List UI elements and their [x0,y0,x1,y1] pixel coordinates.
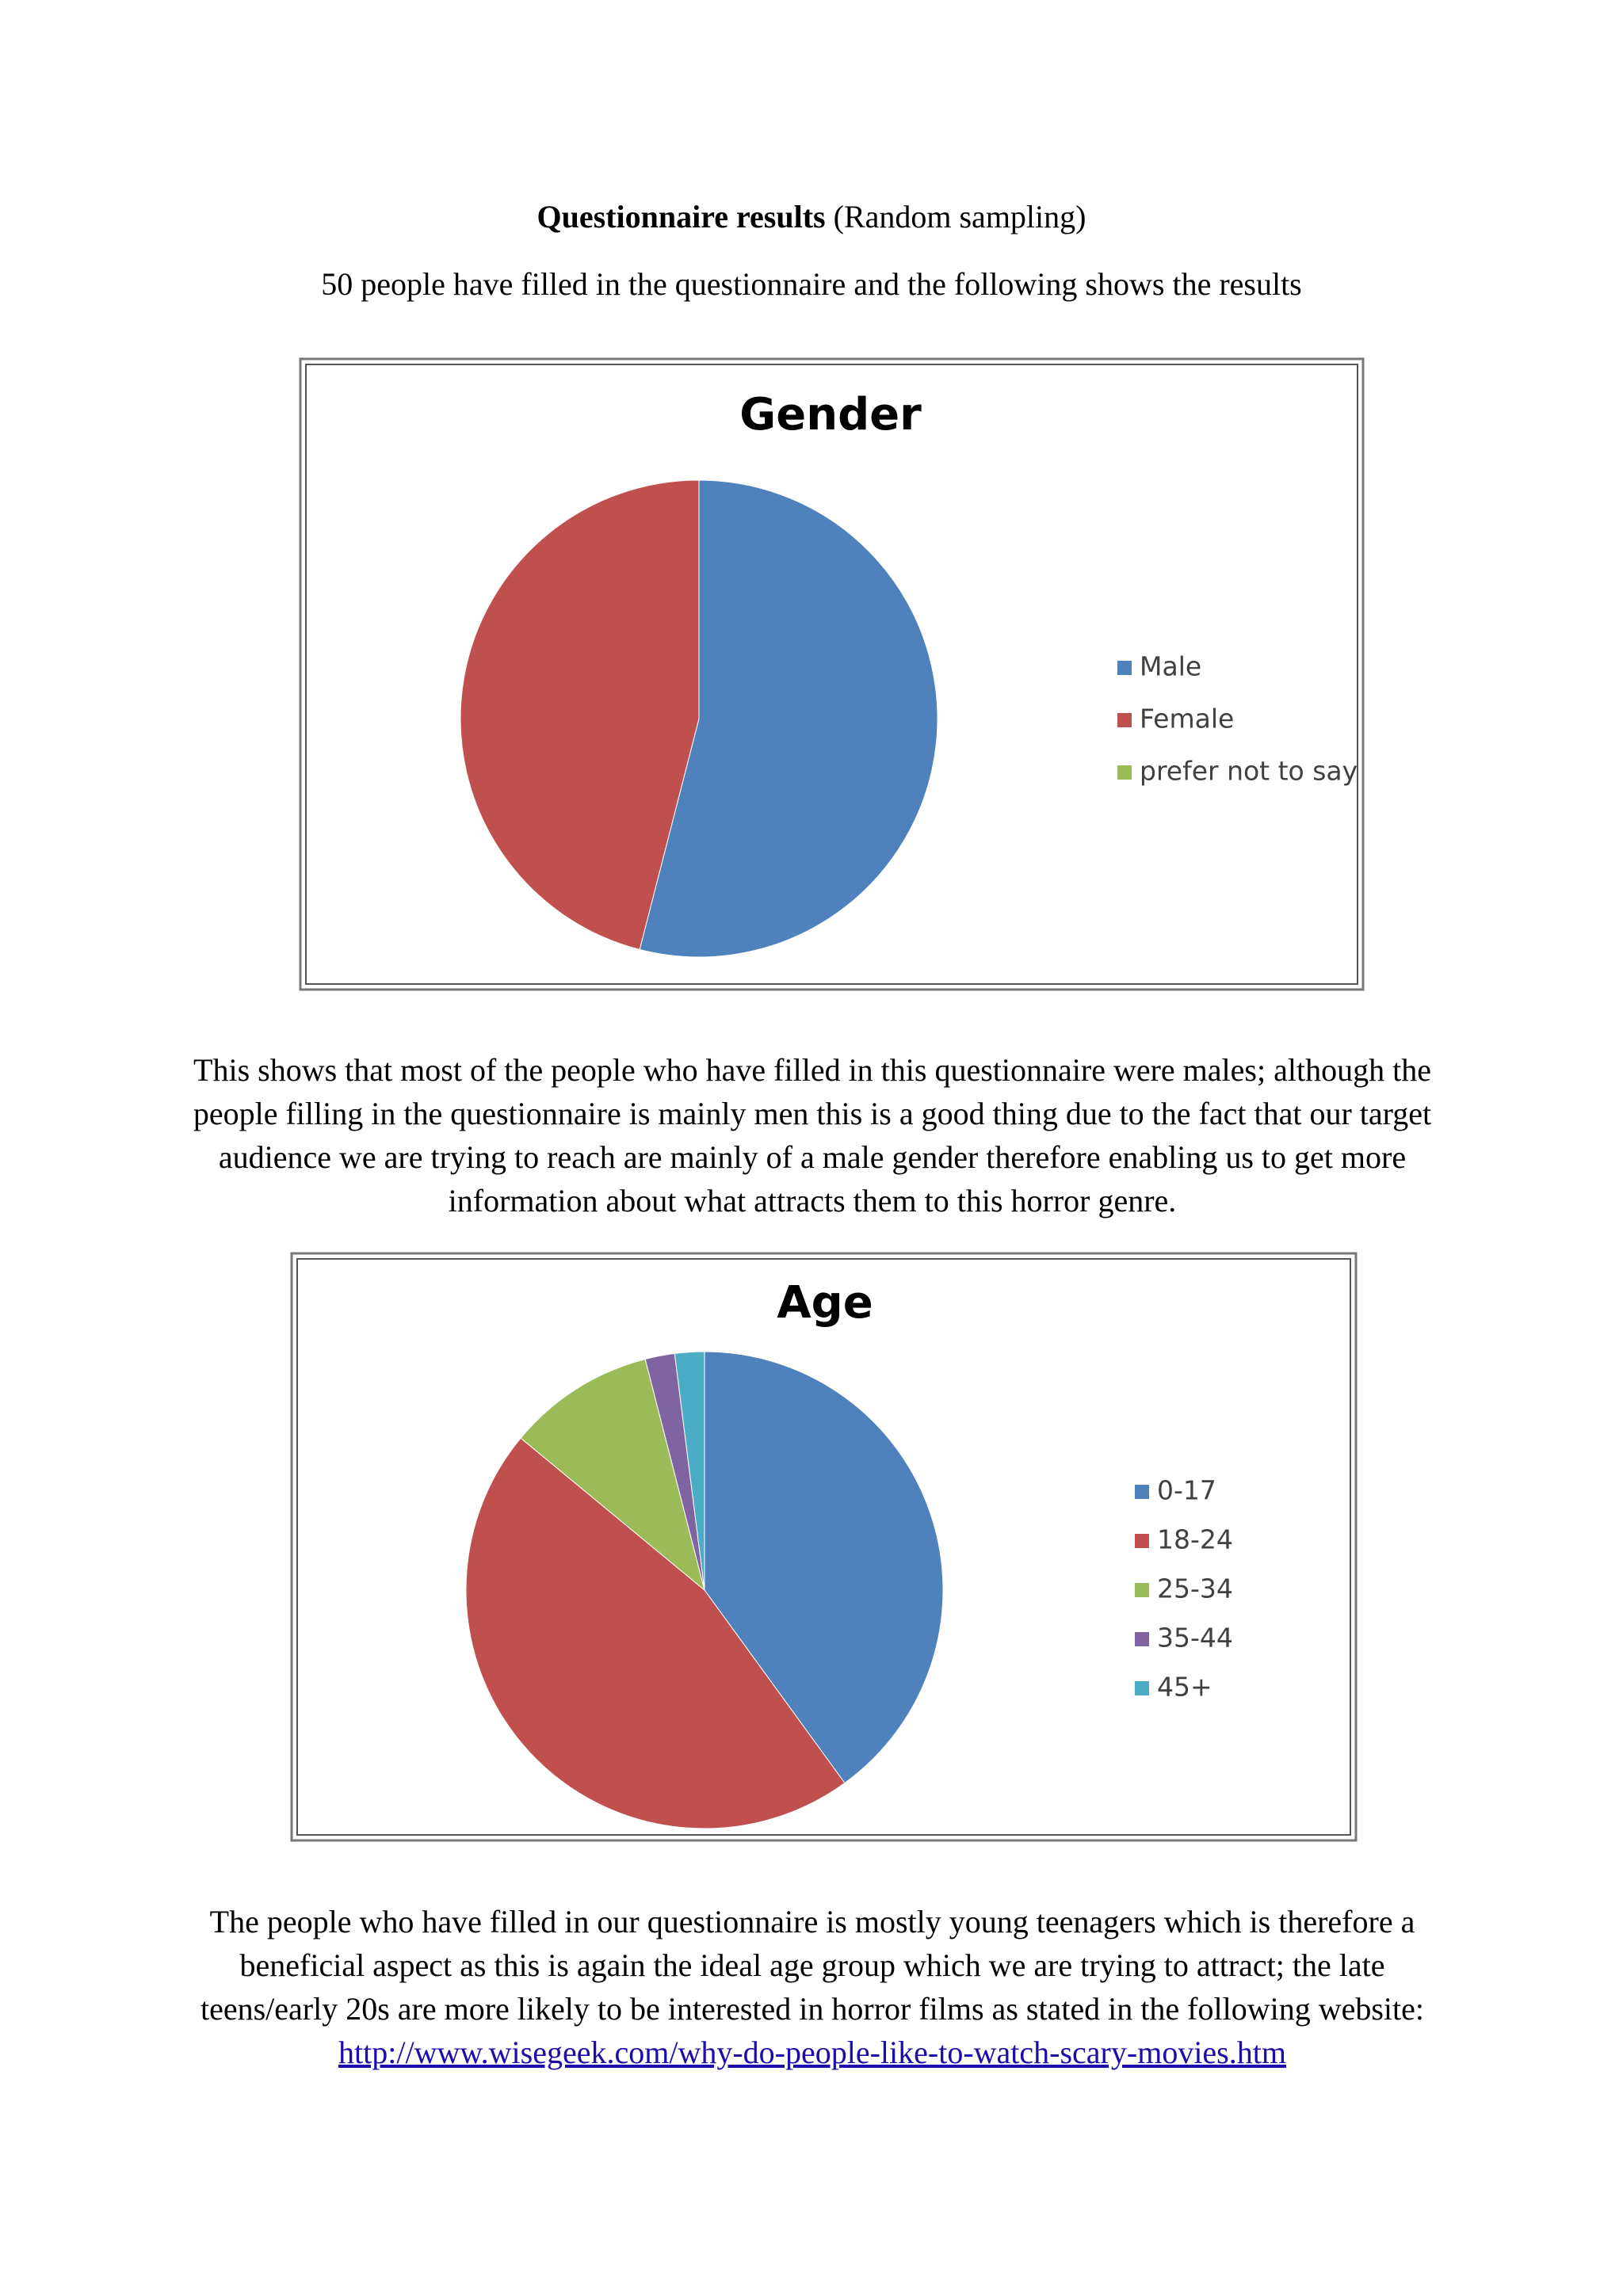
age-chart: Age 0-17 18-24 25-34 35-44 45+ [290,1252,1358,1842]
legend-swatch [1117,713,1132,727]
pie-slice [465,1437,846,1829]
link[interactable]: http://www.wisegeek.com/why-do-people-li… [338,2035,1286,2070]
frame-inner [296,1258,1351,1836]
legend-swatch [1135,1632,1149,1646]
legend-label: 18-24 [1157,1524,1233,1555]
legend-swatch [1135,1681,1149,1695]
intro: 50 people have filled in the questionnai… [321,266,1302,302]
legend-swatch [1135,1583,1149,1597]
pie-slice [520,1358,705,1592]
legend-label: 0-17 [1157,1475,1216,1506]
gender-chart: Gender Male Female prefer not to say [299,357,1365,991]
chart-title: Gender [739,389,922,441]
legend-swatch [1117,765,1132,780]
heading-bold: Questionnaire results [537,199,826,235]
legend-swatch [1135,1534,1149,1548]
frame-inner [305,364,1358,985]
legend-swatch [1135,1485,1149,1499]
pie-slice [704,1351,944,1784]
heading-rest: (Random sampling) [833,199,1086,235]
legend-label: prefer not to say [1140,756,1358,787]
pie-slice [674,1351,705,1591]
legend-label: Male [1140,651,1201,682]
paragraph-text: The people who have filled in our questi… [200,1904,1425,2027]
legend-label: 45+ [1157,1672,1212,1703]
legend-swatch [1117,661,1132,675]
legend-label: Female [1140,704,1234,734]
heading: Questionnaire results (Random sampling) [0,195,1623,238]
paragraph: The people who have filled in our questi… [190,1900,1434,2074]
legend-label: 35-44 [1157,1623,1233,1653]
chart-title: Age [777,1277,873,1329]
pie-slice [460,479,700,951]
legend-label: 25-34 [1157,1573,1233,1604]
pie-slice [639,479,938,958]
paragraph: This shows that most of the people who h… [193,1052,1432,1219]
